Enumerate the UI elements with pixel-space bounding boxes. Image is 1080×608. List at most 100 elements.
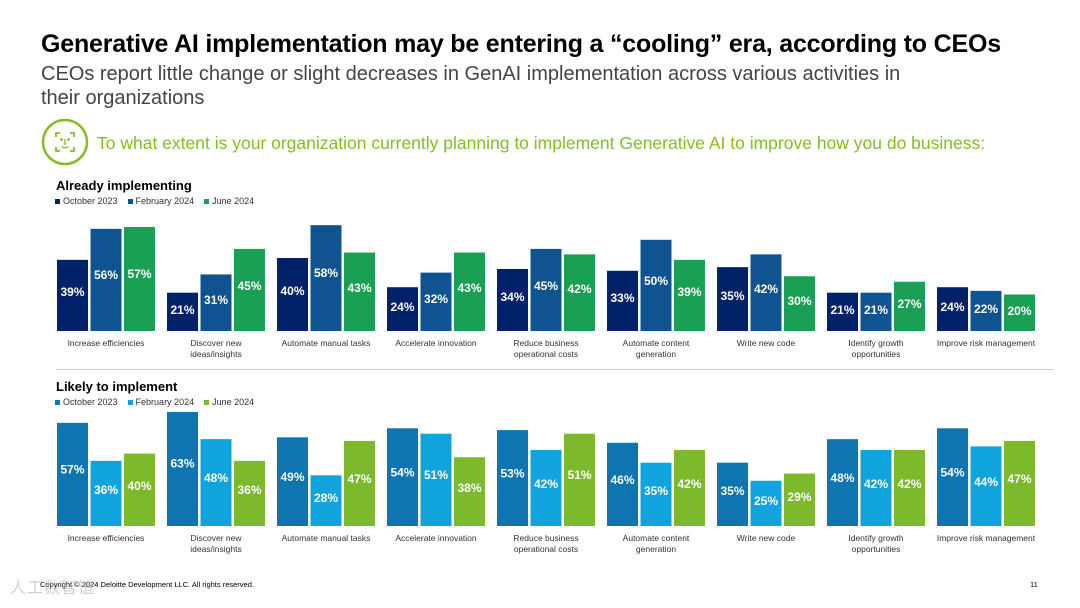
data-label: 49% bbox=[280, 470, 304, 484]
bar bbox=[784, 473, 815, 526]
category-label: Automate content bbox=[623, 338, 690, 348]
bar bbox=[90, 228, 122, 331]
bar bbox=[860, 450, 892, 526]
bar bbox=[167, 292, 198, 331]
category-label: Write new code bbox=[737, 533, 796, 543]
legend-swatch bbox=[204, 399, 210, 405]
bar bbox=[420, 272, 452, 331]
bar bbox=[1004, 440, 1035, 526]
category-label: Automate content bbox=[623, 533, 690, 543]
bar bbox=[57, 259, 88, 331]
legend-likely: October 2023 February 2024 June 2024 bbox=[55, 397, 254, 407]
bar bbox=[167, 412, 198, 526]
legend-label: October 2023 bbox=[63, 397, 118, 407]
bar bbox=[420, 433, 452, 526]
data-label: 47% bbox=[1007, 472, 1031, 486]
bar bbox=[310, 225, 342, 331]
data-label: 42% bbox=[754, 282, 778, 296]
bar bbox=[530, 450, 562, 526]
category-label: Automate manual tasks bbox=[282, 338, 371, 348]
bar bbox=[970, 290, 1002, 331]
legend-label: February 2024 bbox=[135, 397, 195, 407]
bar bbox=[827, 439, 858, 526]
data-label: 35% bbox=[720, 484, 744, 498]
bar bbox=[497, 268, 528, 331]
data-label: 54% bbox=[940, 465, 964, 479]
category-label: Write new code bbox=[737, 338, 796, 348]
data-label: 33% bbox=[610, 291, 634, 305]
bar bbox=[674, 259, 705, 331]
data-label: 36% bbox=[94, 483, 118, 497]
bar bbox=[717, 267, 748, 331]
data-label: 42% bbox=[864, 477, 888, 491]
bar bbox=[124, 227, 155, 331]
chart-already-implementing: 39% 56% 57% Increase efficiencies 21% 31% 45% D… bbox=[57, 225, 1036, 359]
data-label: 35% bbox=[720, 289, 744, 303]
section-title-likely: Likely to implement bbox=[56, 379, 178, 394]
data-label: 48% bbox=[830, 471, 854, 485]
data-label: 50% bbox=[644, 274, 668, 288]
data-label: 24% bbox=[940, 300, 964, 314]
legend-label: June 2024 bbox=[212, 196, 255, 206]
bar bbox=[234, 248, 265, 331]
bar bbox=[750, 480, 782, 526]
legend-item: February 2024 bbox=[127, 196, 195, 206]
category-label: Accelerate innovation bbox=[395, 338, 477, 348]
data-label: 57% bbox=[127, 267, 151, 281]
legend-label: February 2024 bbox=[135, 196, 195, 206]
data-label: 53% bbox=[500, 466, 524, 480]
bar bbox=[387, 428, 418, 526]
category-label: Discover new bbox=[190, 338, 242, 348]
copyright-notice: Copyright © 2024 Deloitte Development LL… bbox=[40, 580, 254, 589]
bar bbox=[497, 430, 528, 526]
bar bbox=[200, 439, 232, 526]
bar bbox=[937, 428, 968, 526]
bar bbox=[530, 248, 562, 331]
data-label: 40% bbox=[127, 479, 151, 493]
data-label: 43% bbox=[457, 281, 481, 295]
category-label: Reduce business bbox=[513, 338, 578, 348]
section-title-already: Already implementing bbox=[56, 178, 192, 193]
category-label: operational costs bbox=[514, 349, 578, 359]
bar bbox=[827, 292, 858, 331]
data-label: 57% bbox=[60, 462, 84, 476]
category-label: generation bbox=[636, 349, 676, 359]
data-label: 42% bbox=[534, 477, 558, 491]
legend-label: October 2023 bbox=[63, 196, 118, 206]
data-label: 20% bbox=[1007, 304, 1031, 318]
data-label: 44% bbox=[974, 475, 998, 489]
bar bbox=[1004, 294, 1035, 331]
bar bbox=[674, 450, 705, 526]
data-label: 43% bbox=[347, 281, 371, 295]
page-title: Generative AI implementation may be ente… bbox=[41, 30, 1001, 58]
category-label: Increase efficiencies bbox=[68, 338, 145, 348]
category-label: ideas/insights bbox=[190, 349, 242, 359]
legend-swatch bbox=[55, 399, 60, 405]
category-label: Improve risk management bbox=[937, 533, 1036, 543]
bar bbox=[640, 462, 672, 526]
section-divider bbox=[56, 369, 1054, 370]
data-label: 51% bbox=[567, 468, 591, 482]
page-number: 11 bbox=[1030, 580, 1038, 589]
bar bbox=[607, 270, 638, 331]
data-label: 29% bbox=[787, 490, 811, 504]
bar bbox=[57, 422, 88, 526]
legend-item: October 2023 bbox=[55, 397, 118, 407]
category-label: ideas/insights bbox=[190, 544, 242, 554]
data-label: 42% bbox=[567, 282, 591, 296]
bar bbox=[894, 450, 925, 526]
bar bbox=[717, 462, 748, 526]
bar bbox=[607, 442, 638, 526]
category-label: operational costs bbox=[514, 544, 578, 554]
face-scan-icon bbox=[41, 118, 89, 166]
data-label: 21% bbox=[830, 303, 854, 317]
data-label: 31% bbox=[204, 293, 228, 307]
bar bbox=[387, 287, 418, 331]
bar bbox=[860, 292, 892, 331]
category-label: Reduce business bbox=[513, 533, 578, 543]
legend-swatch bbox=[127, 198, 133, 204]
data-label: 39% bbox=[60, 285, 84, 299]
category-label: Improve risk management bbox=[937, 338, 1036, 348]
data-label: 24% bbox=[390, 300, 414, 314]
